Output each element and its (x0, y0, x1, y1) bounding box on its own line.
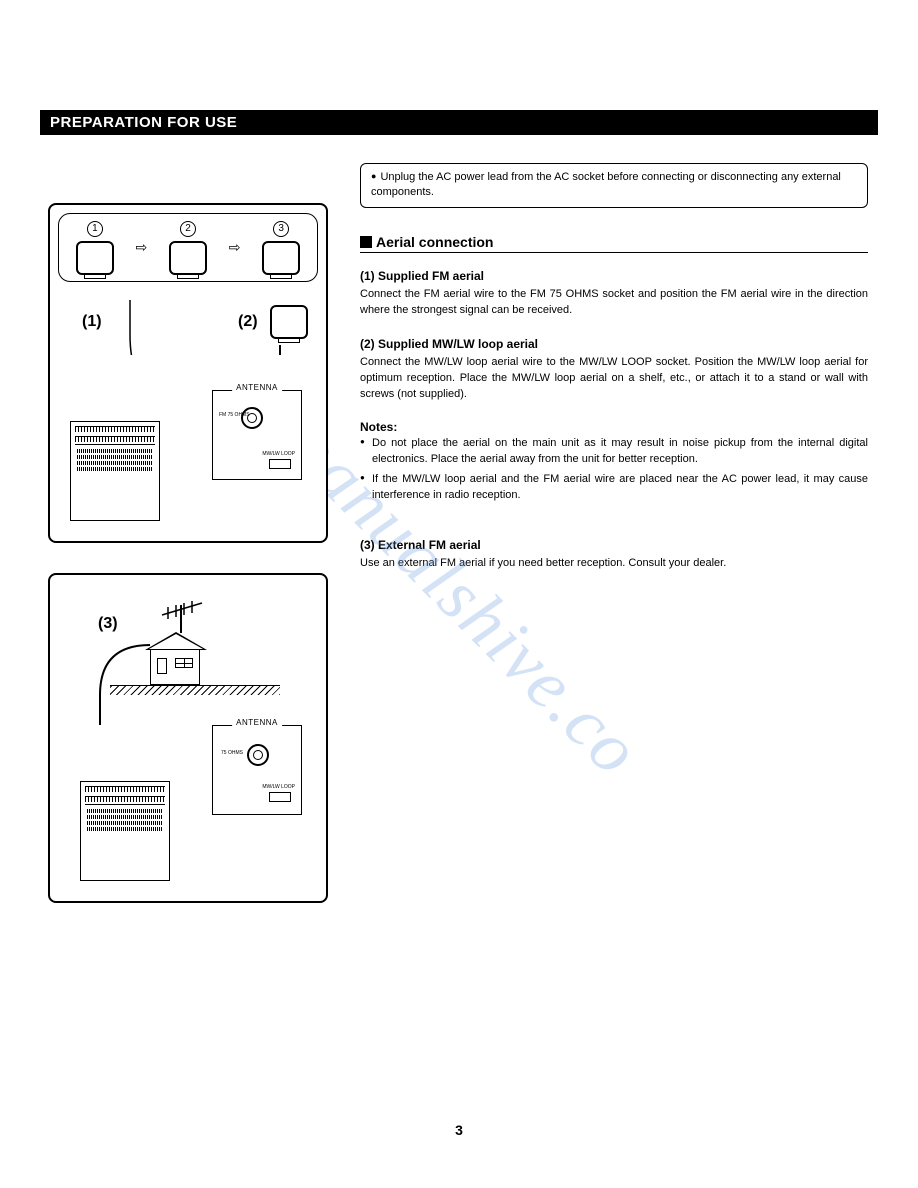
diagram-2: (3) ANTENNA (48, 573, 328, 903)
arrow-icon: ⇨ (229, 239, 241, 256)
sub3-body: Use an external FM aerial if you need be… (360, 556, 868, 572)
antenna-panel: ANTENNA FM 75 OHMS MW/LW LOOP (212, 390, 302, 480)
sub2-body: Connect the MW/LW loop aerial wire to th… (360, 355, 868, 403)
callout-text: Unplug the AC power lead from the AC soc… (371, 171, 841, 198)
loop-icon (76, 241, 114, 275)
loop-aerial-icon (270, 305, 308, 339)
square-bullet-icon (360, 236, 372, 248)
fm-socket-icon-2 (247, 744, 269, 766)
note-item: If the MW/LW loop aerial and the FM aeri… (360, 472, 868, 504)
house-icon (150, 649, 200, 685)
content-row: 1 ⇨ 2 ⇨ 3 (1) (2) ANTENNA (40, 163, 878, 933)
loop-icon (262, 241, 300, 275)
mwlw-socket-label: MW/LW LOOP (262, 452, 295, 458)
main-unit (70, 421, 160, 521)
note-item: Do not place the aerial on the main unit… (360, 436, 868, 468)
mwlw-socket-icon-2 (269, 792, 291, 802)
step-circle-3: 3 (273, 221, 289, 237)
fm-socket-label-2: 75 OHMS (221, 750, 243, 756)
antenna-panel-2: ANTENNA 75 OHMS MW/LW LOOP (212, 725, 302, 815)
step-1: 1 (76, 220, 114, 275)
fm-socket-label: FM 75 OHMS (219, 413, 250, 419)
step-circle-1: 1 (87, 221, 103, 237)
notes-title: Notes: (360, 420, 868, 434)
diagram-2-wires (50, 575, 350, 725)
main-unit-2 (80, 781, 170, 881)
diagram-1: 1 ⇨ 2 ⇨ 3 (1) (2) ANTENNA (48, 203, 328, 543)
sub3-title: (3) External FM aerial (360, 538, 868, 552)
loop-icon (169, 241, 207, 275)
sub1-body: Connect the FM aerial wire to the FM 75 … (360, 287, 868, 319)
antenna-label: ANTENNA (232, 383, 282, 392)
section-heading: Aerial connection (360, 234, 868, 253)
mwlw-socket-label-2: MW/LW LOOP (262, 785, 295, 791)
label-1: (1) (82, 313, 102, 331)
sub2-title: (2) Supplied MW/LW loop aerial (360, 337, 868, 351)
sub1-title: (1) Supplied FM aerial (360, 269, 868, 283)
yagi-icon (160, 599, 204, 619)
right-column: Unplug the AC power lead from the AC soc… (360, 163, 878, 933)
ground-hatch (110, 685, 280, 695)
notes-list: Do not place the aerial on the main unit… (360, 436, 868, 504)
step-circle-2: 2 (180, 221, 196, 237)
step-2: 2 (169, 220, 207, 275)
arrow-icon: ⇨ (136, 239, 148, 256)
loop-steps-box: 1 ⇨ 2 ⇨ 3 (58, 213, 318, 282)
left-column: 1 ⇨ 2 ⇨ 3 (1) (2) ANTENNA (40, 163, 330, 933)
page-number: 3 (455, 1122, 463, 1138)
mwlw-socket-icon (269, 459, 291, 469)
warning-callout: Unplug the AC power lead from the AC soc… (360, 163, 868, 208)
label-3: (3) (98, 615, 118, 633)
label-2: (2) (238, 313, 258, 331)
section-heading-text: Aerial connection (376, 234, 493, 250)
step-3: 3 (262, 220, 300, 275)
page-header: PREPARATION FOR USE (40, 110, 878, 135)
antenna-label-2: ANTENNA (232, 718, 282, 727)
